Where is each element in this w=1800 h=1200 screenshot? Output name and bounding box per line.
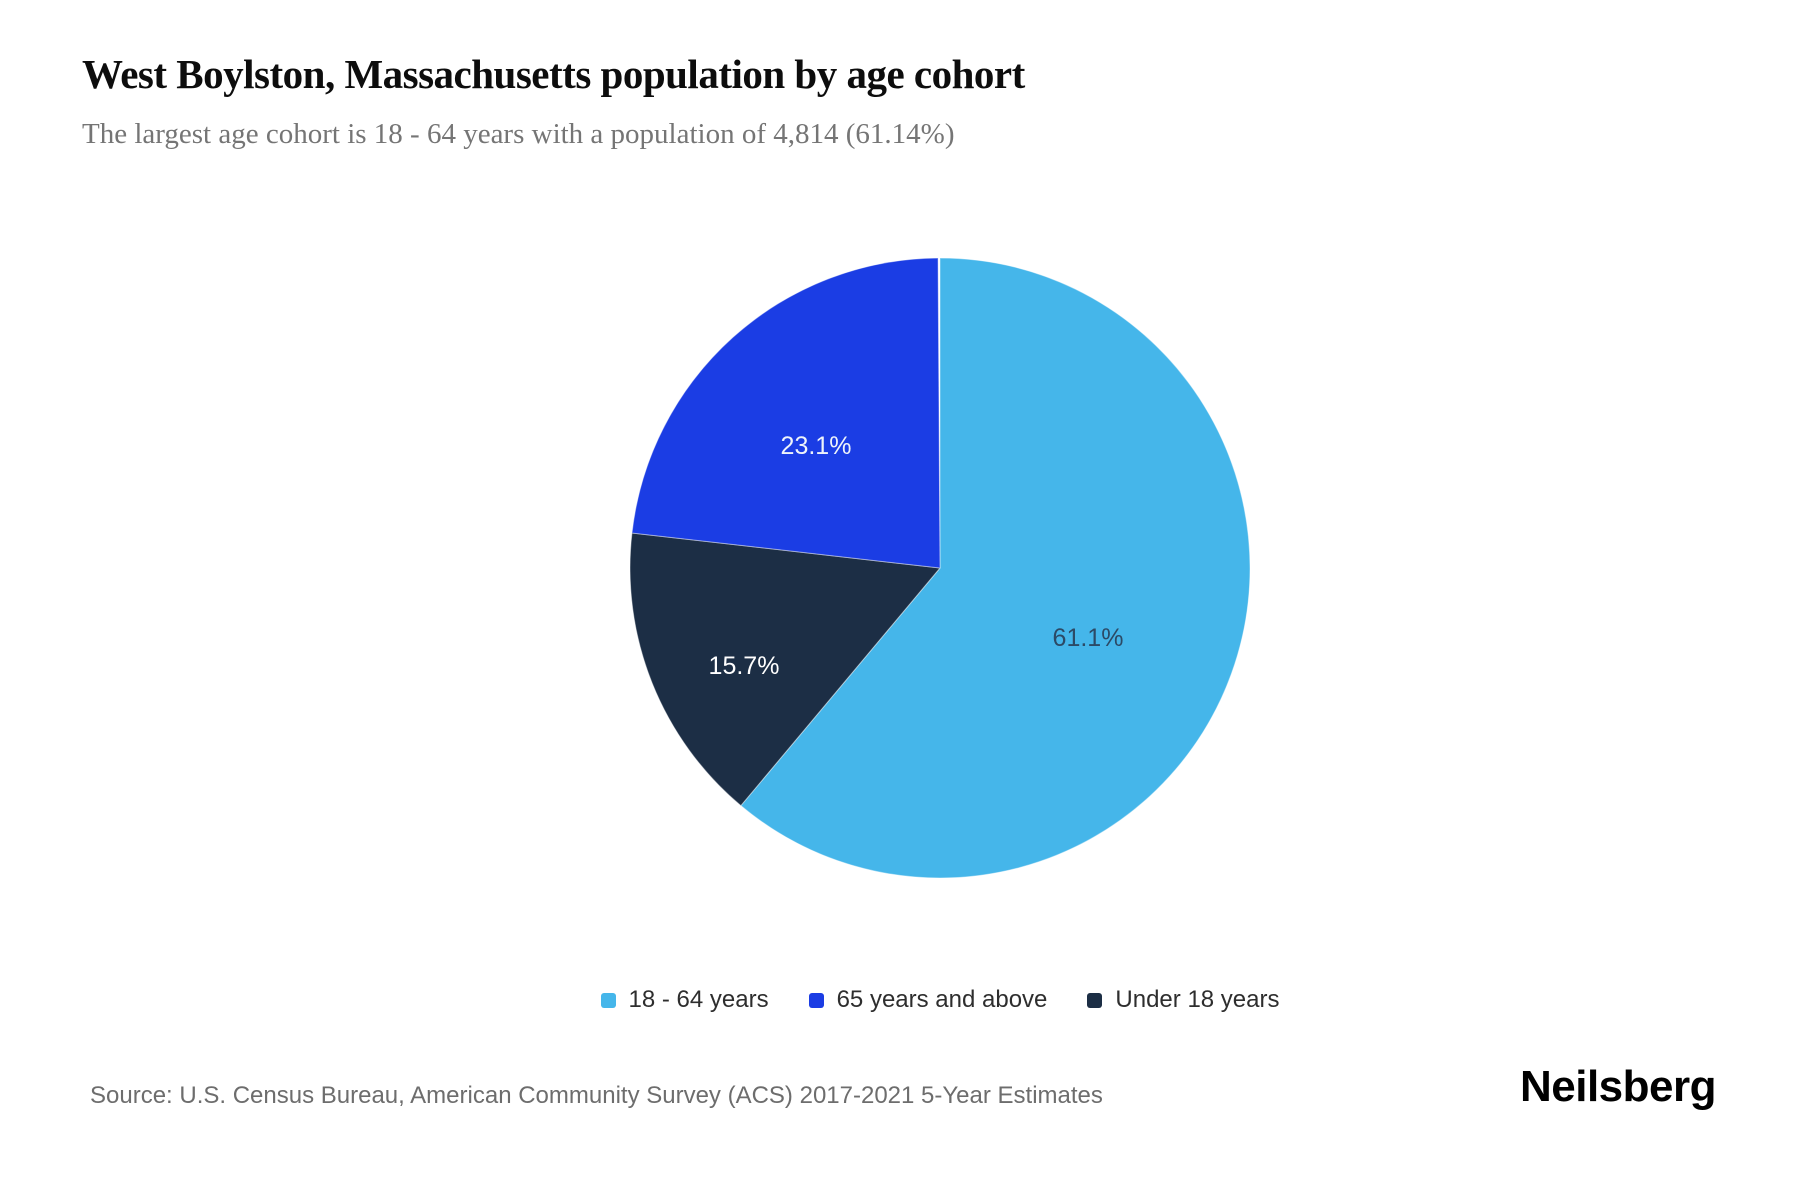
legend-item-18-64-years[interactable]: 18 - 64 years — [600, 986, 769, 1014]
legend-label: 65 years and above — [836, 986, 1048, 1013]
legend-item-65-years-and-above[interactable]: 65 years and above — [808, 986, 1048, 1014]
pie-slice-value-label: 61.1% — [1053, 624, 1124, 652]
legend-label: 18 - 64 years — [628, 986, 769, 1013]
pie-slice-value-label: 15.7% — [709, 652, 780, 680]
pie-chart: 61.1% 15.7% 23.1% — [630, 258, 1250, 878]
legend-label: Under 18 years — [1115, 986, 1280, 1013]
pie-slice-under-18-years[interactable] — [630, 532, 941, 807]
chart-legend: 18 - 64 years 65 years and above Under 1… — [80, 986, 1800, 1014]
legend-swatch-65-years-and-above — [808, 992, 824, 1008]
source-text: Source: U.S. Census Bureau, American Com… — [90, 1082, 1103, 1109]
legend-item-under-18-years[interactable]: Under 18 years — [1087, 986, 1280, 1014]
pie-slice-18-64-years[interactable] — [740, 258, 1250, 878]
chart-subtitle: The largest age cohort is 18 - 64 years … — [82, 118, 955, 150]
pie-slice-value-label: 23.1% — [781, 432, 852, 460]
pie-slice-65-years-and-above[interactable] — [631, 258, 941, 569]
chart-title: West Boylston, Massachusetts population … — [82, 51, 1025, 97]
legend-swatch-18-64-years — [600, 992, 616, 1008]
brand-logo[interactable]: Neilsberg — [1519, 1062, 1717, 1111]
legend-swatch-under-18-years — [1087, 992, 1103, 1008]
